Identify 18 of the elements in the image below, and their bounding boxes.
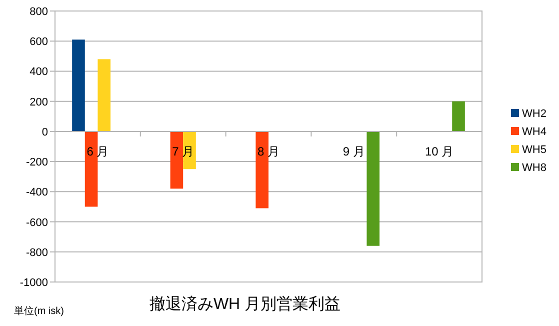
- legend-label: WH8: [522, 162, 546, 174]
- y-tick-label: 200: [30, 96, 48, 108]
- y-tick-label: -600: [26, 216, 48, 229]
- legend-label: WH4: [522, 126, 546, 138]
- y-tick-label: -200: [26, 156, 48, 169]
- y-tick-label: 600: [30, 36, 48, 48]
- x-tick-label: 10 月: [424, 144, 454, 158]
- y-tick-label: 800: [30, 6, 48, 18]
- y-tick-label: 400: [30, 66, 48, 78]
- y-tick-label: -800: [26, 246, 48, 259]
- text: 単位(m isk): [14, 305, 64, 317]
- legend-label: WH5: [522, 144, 546, 156]
- y-tick-label: -1000: [20, 277, 48, 289]
- y-tick-label: -400: [26, 186, 48, 199]
- text: 撤退済みWH 月別営業利益: [149, 295, 341, 313]
- legend-label: WH2: [522, 108, 546, 120]
- x-tick-label: 9 月: [342, 144, 365, 158]
- y-tick-label: 0: [42, 126, 48, 138]
